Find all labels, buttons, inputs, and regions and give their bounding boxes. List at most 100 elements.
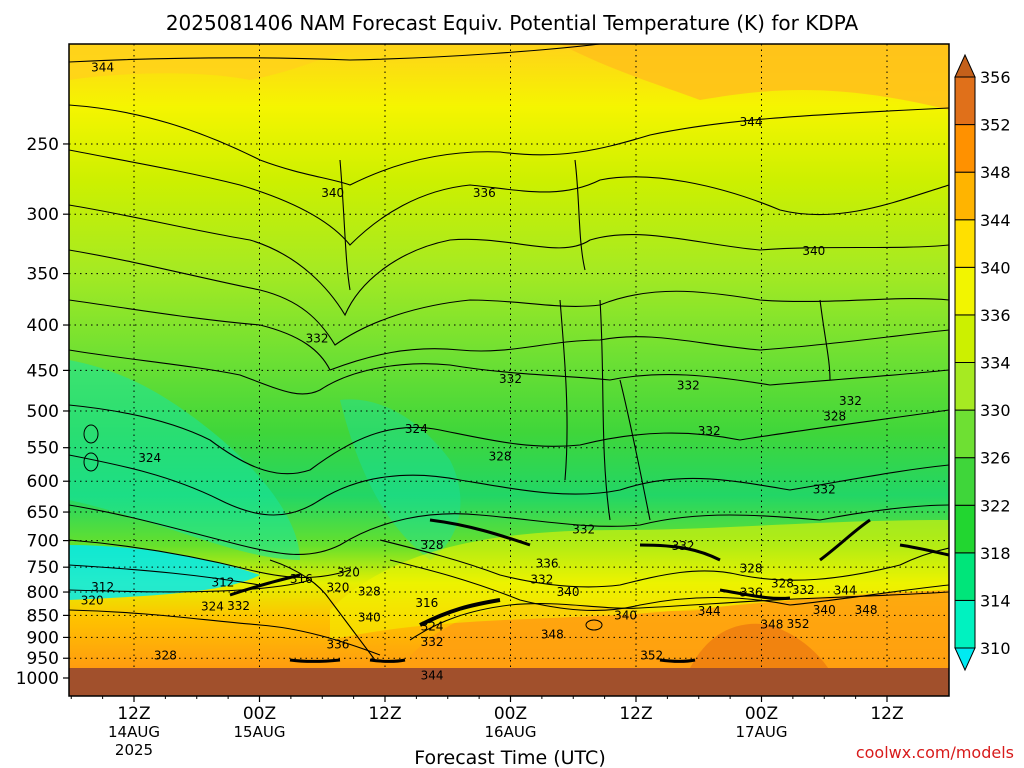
y-tick-label: 900	[27, 628, 59, 648]
x-tick-label: 12Z	[870, 704, 903, 724]
x-tick-label: 00Z	[745, 704, 778, 724]
y-tick-label: 750	[27, 558, 59, 578]
contour-label: 332	[839, 394, 862, 408]
y-tick-label: 950	[27, 649, 59, 669]
contour-label: 336	[740, 586, 763, 600]
grid-lines	[69, 44, 949, 671]
y-tick-label: 400	[27, 316, 59, 336]
colorbar-bin	[954, 504, 976, 554]
colorbar-label: 318	[980, 544, 1011, 563]
contour-label: 332	[698, 424, 721, 438]
y-tick-label: 550	[27, 439, 59, 459]
colorbar-bin	[954, 362, 976, 411]
x-axis-label: Forecast Time (UTC)	[414, 747, 605, 768]
contour-label: 344	[834, 584, 857, 598]
contour-label: 332	[813, 482, 836, 496]
contour-label: 332	[677, 379, 700, 393]
contour-label: 332	[572, 522, 595, 536]
y-tick-label: 350	[27, 265, 59, 285]
contour-label: 316	[415, 596, 438, 610]
chart-title: 2025081406 NAM Forecast Equiv. Potential…	[166, 11, 859, 35]
y-tick-label: 500	[27, 402, 59, 422]
contour-label: 340	[813, 603, 836, 617]
colorbar-bin	[954, 599, 976, 649]
contour-label: 320	[337, 565, 360, 579]
colorbar-label: 310	[980, 639, 1011, 658]
x-tick-label: 12Z	[619, 704, 652, 724]
y-tick-label: 300	[27, 205, 59, 225]
contour-label: 332	[421, 635, 444, 649]
contour-label: 340	[614, 608, 637, 622]
colorbar-label: 356	[980, 68, 1011, 87]
plot-field	[69, 44, 949, 671]
credit-text: coolwx.com/models	[856, 743, 1014, 762]
x-date-label: 14AUG	[108, 723, 160, 741]
colorbar-label: 334	[980, 354, 1011, 373]
contour-label: 324	[138, 451, 161, 465]
x-tick-label: 00Z	[243, 704, 276, 724]
contour-label: 340	[557, 585, 580, 599]
colorbar-bin	[954, 171, 976, 221]
contour-label: 332	[530, 572, 553, 586]
contour-label: 340	[358, 611, 381, 625]
contour-label: 344	[740, 115, 763, 129]
x-date-label: 15AUG	[234, 723, 286, 741]
colorbar-label: 336	[980, 306, 1011, 325]
colorbar-label: 330	[980, 401, 1011, 420]
colorbar-bin	[954, 552, 976, 601]
colorbar-bin	[954, 314, 976, 363]
colorbar: 310 314 318 322 326 330 334 336 340 344 348 352 356	[954, 53, 1011, 672]
contour-label: 352	[787, 617, 810, 631]
colorbar-bin	[954, 219, 976, 268]
y-tick-label: 700	[27, 532, 59, 552]
y-tick-label: 450	[27, 361, 59, 381]
colorbar-bin	[954, 266, 976, 316]
colorbar-bin	[954, 124, 976, 173]
colorbar-label: 314	[980, 591, 1011, 610]
contour-label: 332	[227, 599, 250, 613]
upper-left-orange-region	[69, 44, 360, 80]
contour-label: 316	[290, 572, 313, 586]
upper-orange-region	[560, 44, 949, 110]
colorbar-label: 344	[980, 211, 1011, 230]
x-tick-label: 12Z	[117, 704, 150, 724]
contour-label: 328	[489, 450, 512, 464]
y-tick-label: 1000	[16, 669, 59, 689]
contour-label: 328	[771, 576, 794, 590]
contour-label: 336	[326, 638, 349, 652]
contour-label: 320	[81, 594, 104, 608]
contour-label: 340	[802, 244, 825, 258]
contour-label: 324	[201, 600, 224, 614]
x-date-label: 17AUG	[736, 723, 788, 741]
contour-label: 344	[91, 61, 114, 75]
colorbar-max-arrow	[954, 53, 976, 78]
contour-label: 348	[541, 627, 564, 641]
x-year-label: 2025	[115, 741, 153, 759]
colorbar-label: 348	[980, 163, 1011, 182]
contour-label: 324	[405, 422, 428, 436]
contour-label: 328	[358, 585, 381, 599]
colorbar-bin	[954, 76, 976, 126]
contour-label: 312	[211, 575, 234, 589]
colorbar-bin	[954, 409, 976, 459]
contour-label: 336	[536, 557, 559, 571]
contour-label: 352	[640, 648, 663, 662]
contour-label: 332	[792, 583, 815, 597]
contour-lines	[69, 44, 949, 661]
contour-label: 324	[421, 620, 444, 634]
contour-label: 332	[499, 372, 522, 386]
colorbar-label: 326	[980, 449, 1011, 468]
contour-label: 328	[823, 409, 846, 423]
y-axis: 2503003504004505005506006507007508008509…	[16, 135, 69, 689]
contour-label: 344	[421, 668, 444, 682]
ground-band-lower	[69, 668, 949, 696]
dense-contour-zones	[83, 424, 949, 663]
x-tick-label: 00Z	[494, 704, 527, 724]
contour-label: 328	[154, 648, 177, 662]
x-tick-label: 12Z	[368, 704, 401, 724]
darkorange-surface-region	[690, 623, 830, 671]
contour-label: 328	[740, 562, 763, 576]
